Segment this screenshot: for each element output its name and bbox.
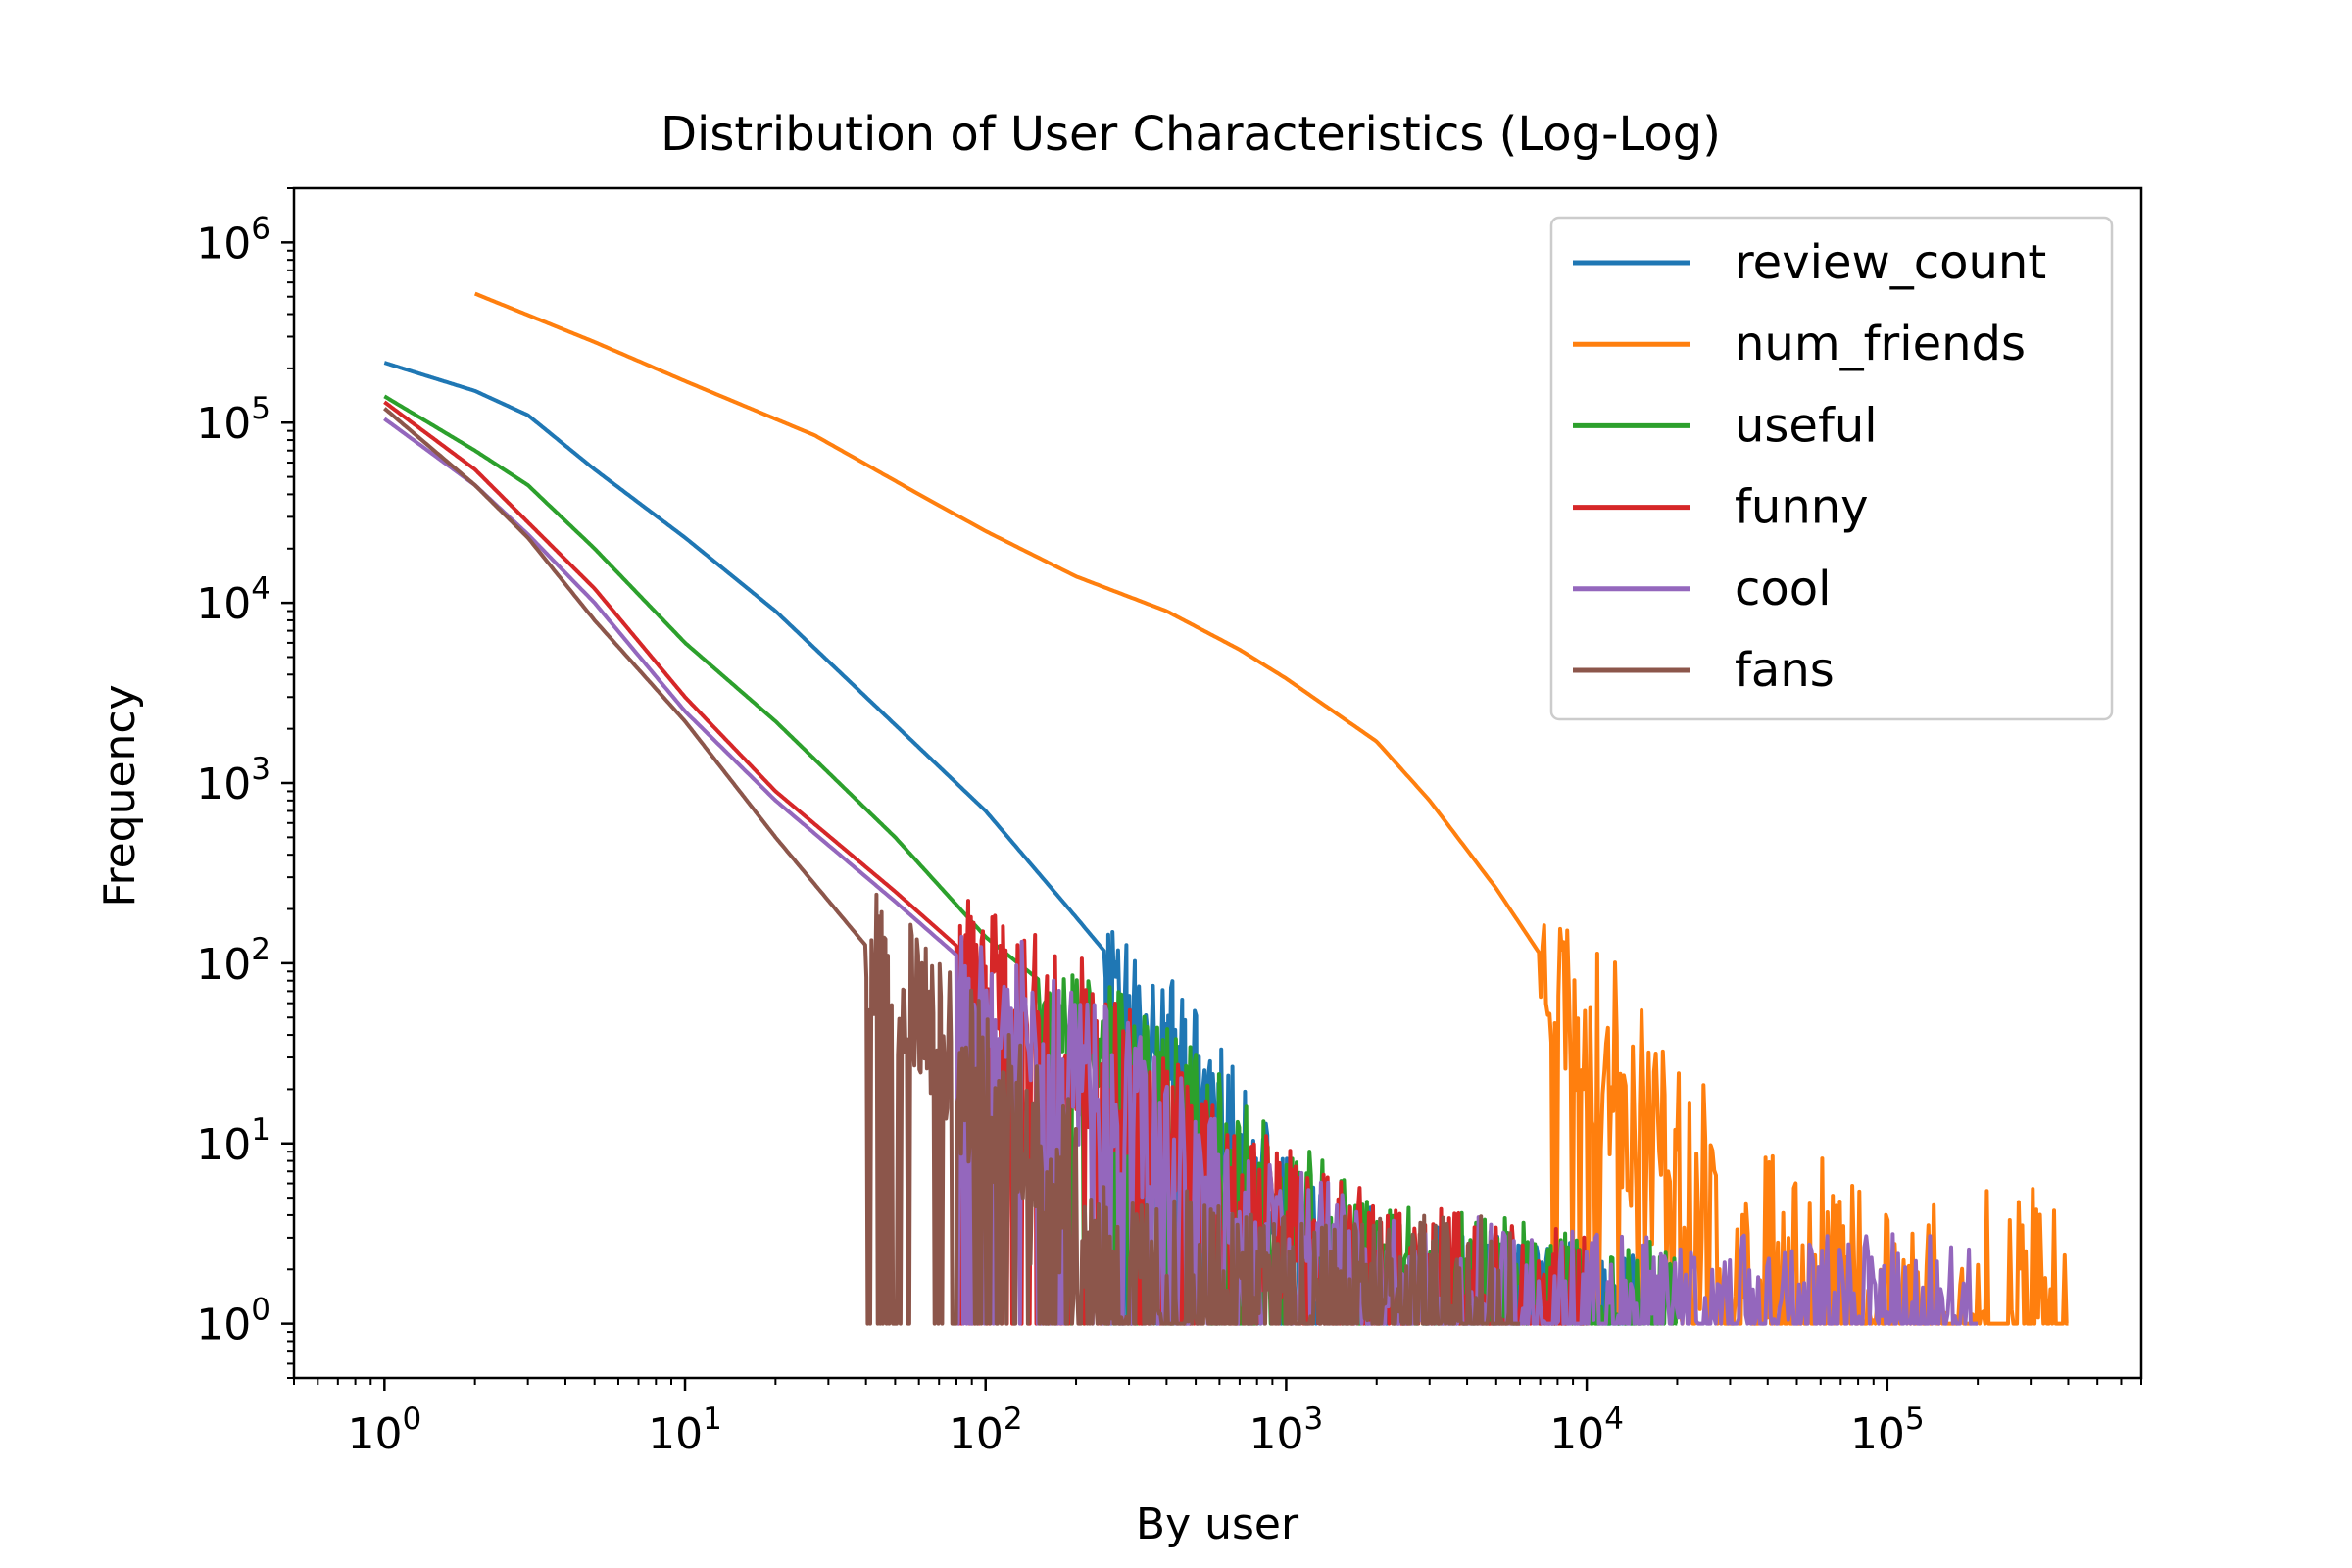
- x-tick-label: 103: [1250, 1401, 1324, 1459]
- legend-label-cool: cool: [1735, 562, 1831, 616]
- y-tick-label: 106: [196, 211, 270, 269]
- y-tick-label: 102: [196, 932, 270, 990]
- chart-title: Distribution of User Characteristics (Lo…: [661, 107, 1721, 162]
- x-axis: 100 101 102 103 104 105: [293, 1378, 2142, 1459]
- legend-label-fans: fans: [1735, 643, 1835, 698]
- series-line-num-friends: [473, 291, 2069, 1326]
- legend-label-review-count: review_count: [1735, 235, 2046, 290]
- legend-box: [1549, 216, 2114, 721]
- x-tick-label: 101: [648, 1401, 722, 1459]
- legend-label-num-friends: num_friends: [1735, 317, 2026, 371]
- y-tick-label: 101: [196, 1112, 270, 1170]
- legend-label-useful: useful: [1735, 398, 1878, 453]
- series-line-cool: [383, 416, 1979, 1326]
- y-tick-label: 105: [196, 391, 270, 449]
- legend-label-funny: funny: [1735, 480, 1869, 535]
- x-tick-label: 105: [1850, 1401, 1925, 1459]
- series-layer: [383, 291, 2069, 1326]
- x-axis-label: By user: [1136, 1499, 1299, 1549]
- series-line-useful: [383, 394, 1678, 1326]
- y-tick-label: 100: [196, 1293, 270, 1350]
- series-line-fans: [383, 407, 1521, 1326]
- y-tick-label: 104: [196, 571, 270, 629]
- x-tick-label: 102: [949, 1401, 1023, 1459]
- x-tick-label: 104: [1549, 1401, 1624, 1459]
- y-axis-label: Frequency: [95, 684, 145, 906]
- y-axis: 100 101 102 103 104 105 106: [196, 187, 294, 1379]
- x-tick-label: 100: [347, 1401, 421, 1459]
- y-tick-label: 103: [196, 752, 270, 809]
